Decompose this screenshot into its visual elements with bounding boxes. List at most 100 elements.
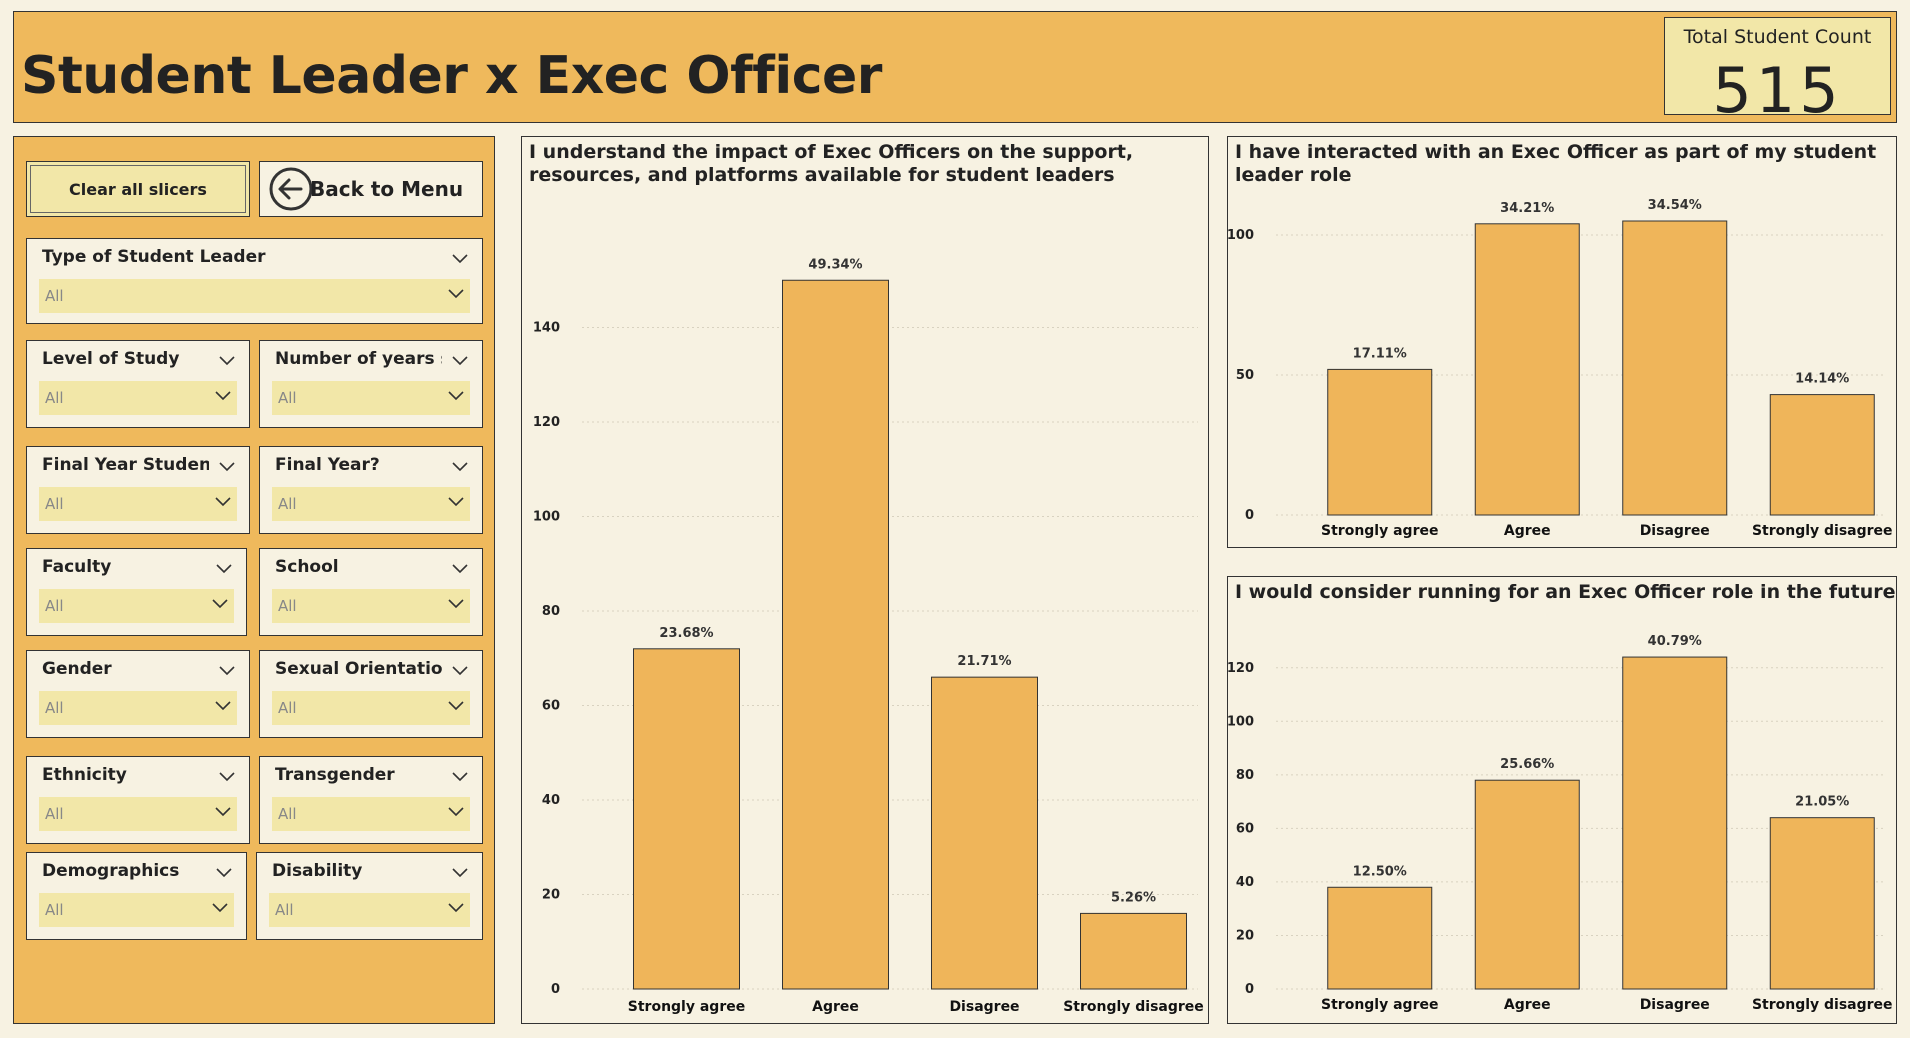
bar[interactable]	[633, 648, 740, 990]
bar[interactable]	[1327, 886, 1433, 990]
category-label: Strongly agree	[1321, 997, 1438, 1013]
slicer-value: All	[45, 389, 64, 407]
slicer-dropdown[interactable]: All	[272, 691, 470, 725]
chevron-down-icon[interactable]	[219, 767, 235, 786]
y-tick-label: 140	[533, 321, 560, 336]
slicer-dropdown[interactable]: All	[39, 797, 237, 831]
slicer-value: All	[278, 495, 297, 513]
bar[interactable]	[1622, 220, 1728, 516]
slicer[interactable]: Faculty All	[26, 548, 247, 636]
slicer-dropdown[interactable]: All	[272, 381, 470, 415]
data-label: 34.21%	[1500, 201, 1554, 216]
chevron-down-icon[interactable]	[216, 559, 232, 578]
chevron-down-icon[interactable]	[219, 457, 235, 476]
slicer-title: Final Year?	[275, 455, 380, 475]
bar[interactable]	[1769, 394, 1875, 516]
back-to-menu-button[interactable]: Back to Menu	[259, 161, 483, 217]
slicer-dropdown[interactable]: All	[269, 893, 470, 927]
bar[interactable]	[1080, 912, 1187, 990]
back-to-menu-label: Back to Menu	[310, 177, 464, 201]
slicer-title: Transgender	[275, 765, 395, 785]
y-tick-label: 60	[542, 699, 560, 714]
bar[interactable]	[1474, 779, 1580, 990]
data-label: 40.79%	[1648, 634, 1702, 649]
chart-title: I have interacted with an Exec Officer a…	[1235, 141, 1877, 186]
category-label: Disagree	[1640, 523, 1710, 539]
clear-all-slicers-button[interactable]: Clear all slicers	[26, 161, 250, 217]
slicer-title: Level of Study	[42, 349, 180, 369]
bar[interactable]	[782, 279, 889, 990]
slicer-value: All	[45, 699, 64, 717]
slicer-value: All	[45, 495, 64, 513]
category-label: Strongly disagree	[1752, 523, 1893, 539]
slicer[interactable]: Sexual Orientation All	[259, 650, 483, 738]
category-label: Strongly agree	[1321, 523, 1438, 539]
bar[interactable]	[931, 676, 1038, 990]
slicer-dropdown[interactable]: All	[39, 691, 237, 725]
chevron-down-icon[interactable]	[452, 249, 468, 268]
chevron-down-icon[interactable]	[452, 351, 468, 370]
chevron-down-icon[interactable]	[219, 661, 235, 680]
slicer-dropdown[interactable]: All	[39, 381, 237, 415]
slicer[interactable]: Disability All	[256, 852, 483, 940]
slicer[interactable]: Final Year? All	[259, 446, 483, 534]
slicer[interactable]: Ethnicity All	[26, 756, 250, 844]
category-label: Disagree	[949, 999, 1019, 1015]
y-tick-label: 0	[551, 982, 560, 997]
slicer[interactable]: Type of Student Leader All	[26, 238, 483, 324]
slicer-title: Gender	[42, 659, 112, 679]
slicer-value: All	[278, 699, 297, 717]
category-label: Strongly disagree	[1752, 997, 1893, 1013]
slicer-title: School	[275, 557, 339, 577]
bar[interactable]	[1327, 368, 1433, 516]
chevron-down-icon[interactable]	[452, 559, 468, 578]
data-label: 12.50%	[1353, 864, 1407, 879]
y-tick-label: 120	[1228, 661, 1254, 676]
data-label: 23.68%	[659, 626, 713, 641]
data-label: 5.26%	[1111, 890, 1156, 905]
slicer[interactable]: Gender All	[26, 650, 250, 738]
y-tick-label: 80	[542, 604, 560, 619]
chevron-down-icon[interactable]	[216, 863, 232, 882]
slicer-dropdown[interactable]: All	[272, 589, 470, 623]
slicer-dropdown[interactable]: All	[272, 797, 470, 831]
slicer-value: All	[45, 287, 64, 305]
slicer-value: All	[278, 597, 297, 615]
chevron-down-icon[interactable]	[452, 767, 468, 786]
chevron-down-icon[interactable]	[219, 351, 235, 370]
chevron-down-icon[interactable]	[452, 661, 468, 680]
slicer-title: Number of years s...	[275, 349, 442, 369]
chart-panel-interacted: 0 50 100 17.11% Strongly agree 34.21% Agree 34.…	[1227, 136, 1897, 548]
data-label: 14.14%	[1795, 372, 1849, 387]
slicer[interactable]: School All	[259, 548, 483, 636]
slicer-value: All	[45, 901, 64, 919]
slicer-title: Sexual Orientation	[275, 659, 442, 679]
slicer[interactable]: Level of Study All	[26, 340, 250, 428]
slicer[interactable]: Number of years s... All	[259, 340, 483, 428]
data-label: 25.66%	[1500, 757, 1554, 772]
slicer-dropdown[interactable]: All	[39, 279, 470, 313]
slicer-dropdown[interactable]: All	[39, 893, 234, 927]
slicer-title: Final Year Student ...	[42, 455, 209, 475]
slicer-dropdown[interactable]: All	[272, 487, 470, 521]
slicer-value: All	[278, 389, 297, 407]
y-tick-label: 40	[1236, 875, 1254, 890]
slicer-dropdown[interactable]: All	[39, 487, 237, 521]
bar[interactable]	[1474, 223, 1580, 516]
y-tick-label: 40	[542, 793, 560, 808]
data-label: 21.71%	[957, 654, 1011, 669]
total-student-count-card: Total Student Count 515	[1664, 17, 1891, 127]
chevron-down-icon[interactable]	[452, 457, 468, 476]
slicer[interactable]: Demographics All	[26, 852, 247, 940]
bar[interactable]	[1769, 817, 1875, 990]
slicer[interactable]: Transgender All	[259, 756, 483, 844]
chevron-down-icon[interactable]	[452, 863, 468, 882]
y-tick-label: 50	[1236, 368, 1254, 383]
slicer-value: All	[45, 805, 64, 823]
slicer-dropdown[interactable]: All	[39, 589, 234, 623]
bar[interactable]	[1622, 656, 1728, 990]
slicer-value: All	[275, 901, 294, 919]
slicer[interactable]: Final Year Student ... All	[26, 446, 250, 534]
slicer-value: All	[278, 805, 297, 823]
page-title: Student Leader x Exec Officer	[21, 46, 882, 106]
